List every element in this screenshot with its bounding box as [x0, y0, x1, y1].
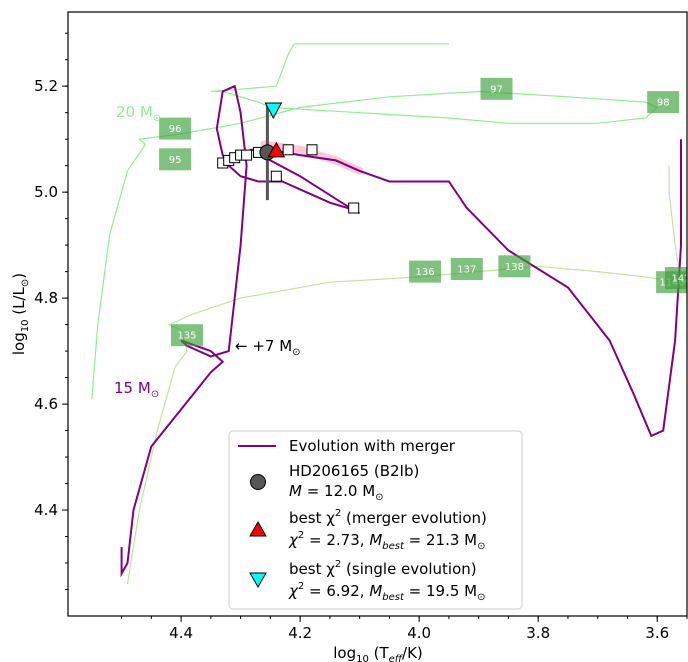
age-box-label: 97: [490, 84, 503, 95]
age-box-98: 98: [647, 91, 679, 113]
x-tick-label: 4.4: [169, 624, 193, 642]
age-box-label: 135: [177, 331, 196, 342]
age-box-97: 97: [481, 78, 513, 100]
y-tick-label: 5.2: [34, 77, 58, 95]
age-box-141: 141: [665, 267, 688, 289]
age-box-label: 95: [169, 155, 182, 166]
legend-star-swatch: [251, 475, 266, 490]
x-axis-label: log10 (Teff/K): [333, 644, 423, 662]
age-box-95: 95: [159, 148, 191, 170]
age-box-136: 136: [409, 261, 441, 283]
y-ticks: 4.4 4.6 4.8 5.0 5.2: [34, 33, 68, 589]
age-box-96: 96: [159, 118, 191, 140]
model-square: [242, 150, 252, 160]
legend-star-line1: HD206165 (B2Ib): [289, 462, 419, 480]
model-square: [271, 171, 281, 181]
y-tick-label: 4.8: [34, 289, 58, 307]
mass-label-20: 20 M⊙: [116, 103, 161, 124]
model-square: [307, 145, 317, 155]
age-box-135: 135: [171, 324, 203, 346]
mass-label-15: 15 M⊙: [114, 379, 159, 400]
y-tick-label: 4.6: [34, 395, 58, 413]
legend-merger-best-line1: best χ2 (merger evolution): [289, 508, 487, 527]
y-tick-label: 5.0: [34, 183, 58, 201]
y-tick-label: 4.4: [34, 501, 58, 519]
age-box-label: 137: [457, 265, 476, 276]
x-tick-label: 4.0: [407, 624, 431, 642]
mass-label-plus7: ← +7 M⊙: [235, 337, 301, 358]
x-tick-label: 3.6: [645, 624, 669, 642]
model-squares: [218, 145, 359, 213]
age-box-label: 138: [505, 262, 524, 273]
age-box-label: 98: [657, 98, 670, 109]
x-ticks: 4.4 4.2 4.0 3.8 3.6: [122, 616, 687, 642]
y-axis-label: log10 (L/L⊙): [10, 273, 31, 355]
legend-merger-label: Evolution with merger: [289, 437, 456, 455]
legend: Evolution with merger HD206165 (B2Ib) M …: [229, 431, 522, 609]
age-box-label: 141: [671, 274, 688, 285]
model-square: [283, 145, 293, 155]
x-tick-label: 3.8: [526, 624, 550, 642]
age-box-label: 96: [169, 124, 182, 135]
x-tick-label: 4.2: [288, 624, 312, 642]
age-box-137: 137: [451, 258, 483, 280]
age-box-label: 136: [416, 267, 435, 278]
age-boxes: 959697981351361371381140141: [159, 78, 688, 346]
age-box-138: 138: [498, 255, 530, 277]
model-square: [349, 203, 359, 213]
legend-single-best-line1: best χ2 (single evolution): [289, 559, 477, 578]
legend-star-line2: M = 12.0 M⊙: [289, 482, 384, 503]
